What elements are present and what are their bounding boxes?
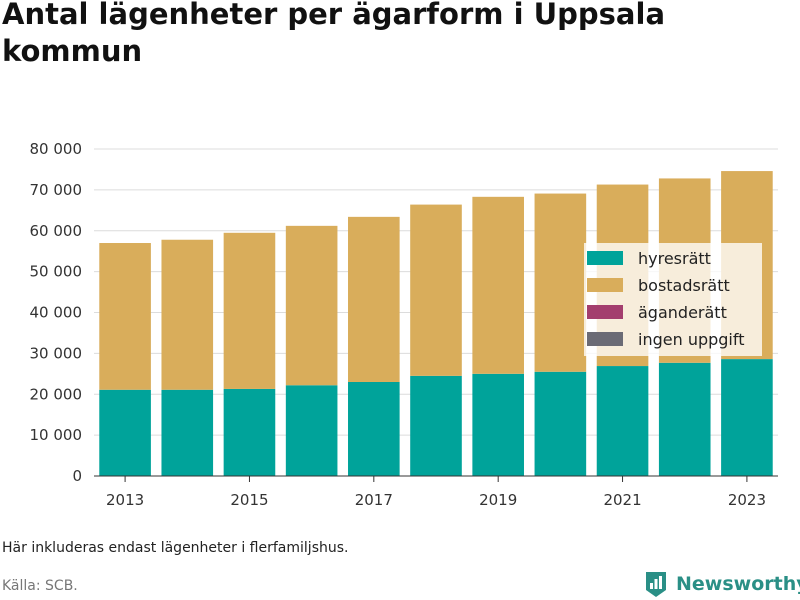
x-tick-label: 2021 <box>603 491 641 509</box>
legend-swatch <box>587 332 623 346</box>
y-tick-label: 60 000 <box>30 222 83 240</box>
legend-label: äganderätt <box>638 303 727 322</box>
stacked-bar-chart: 0 10 000 20 000 30 000 40 000 50 000 60 000 70 … <box>30 140 778 509</box>
brand-name: Newsworthy <box>676 573 800 595</box>
legend-swatch <box>587 305 623 319</box>
y-tick-label: 20 000 <box>30 385 83 403</box>
newsworthy-logo-icon <box>646 572 666 597</box>
bar-segment <box>534 371 587 476</box>
bar-segment <box>161 389 214 476</box>
brand-logo[interactable]: Newsworthy <box>644 568 800 600</box>
y-tick-label: 40 000 <box>30 304 83 322</box>
bar-segment <box>161 239 214 390</box>
y-axis-tick-labels: 0 10 000 20 000 30 000 40 000 50 000 60 000 70 … <box>30 140 83 485</box>
y-tick-label: 70 000 <box>30 181 83 199</box>
legend-swatch <box>587 251 623 265</box>
legend: hyresrätt bostadsrätt äganderätt ingen uppg… <box>584 243 762 356</box>
bar-segment <box>99 389 151 476</box>
bar-segment <box>285 385 338 476</box>
y-tick-label: 50 000 <box>30 263 83 281</box>
legend-swatch <box>587 278 623 292</box>
bar-segment <box>472 373 524 476</box>
bar-stacks <box>99 171 773 476</box>
bar-segment <box>410 204 462 376</box>
source-credit: Källa: SCB. <box>2 578 78 594</box>
bar-segment <box>472 196 524 374</box>
bar-segment <box>348 381 400 476</box>
bar-segment <box>658 362 711 476</box>
bar-segment <box>534 193 587 372</box>
legend-label: hyresrätt <box>638 249 711 268</box>
legend-label: ingen uppgift <box>638 330 745 349</box>
bar-segment <box>596 366 649 476</box>
legend-label: bostadsrätt <box>638 276 730 295</box>
x-axis: 2013 2015 2017 2019 2021 2023 <box>94 475 778 509</box>
footnote: Här inkluderas endast lägenheter i flerf… <box>2 540 349 556</box>
chart-title: Antal lägenheter per ägarform i Uppsala … <box>2 0 666 68</box>
x-tick-label: 2019 <box>479 491 517 509</box>
y-tick-label: 0 <box>72 467 82 485</box>
x-tick-label: 2015 <box>230 491 268 509</box>
y-tick-label: 80 000 <box>30 140 83 158</box>
bar-segment <box>99 243 151 390</box>
y-tick-label: 30 000 <box>30 344 83 362</box>
bar-segment <box>223 388 276 476</box>
x-tick-label: 2023 <box>728 491 766 509</box>
bar-segment <box>721 359 773 476</box>
bar-segment <box>348 216 400 382</box>
bar-segment <box>410 375 462 476</box>
bar-segment <box>285 225 338 386</box>
x-tick-label: 2013 <box>106 491 144 509</box>
bar-segment <box>223 232 276 389</box>
x-tick-label: 2017 <box>355 491 393 509</box>
y-tick-label: 10 000 <box>30 426 83 444</box>
